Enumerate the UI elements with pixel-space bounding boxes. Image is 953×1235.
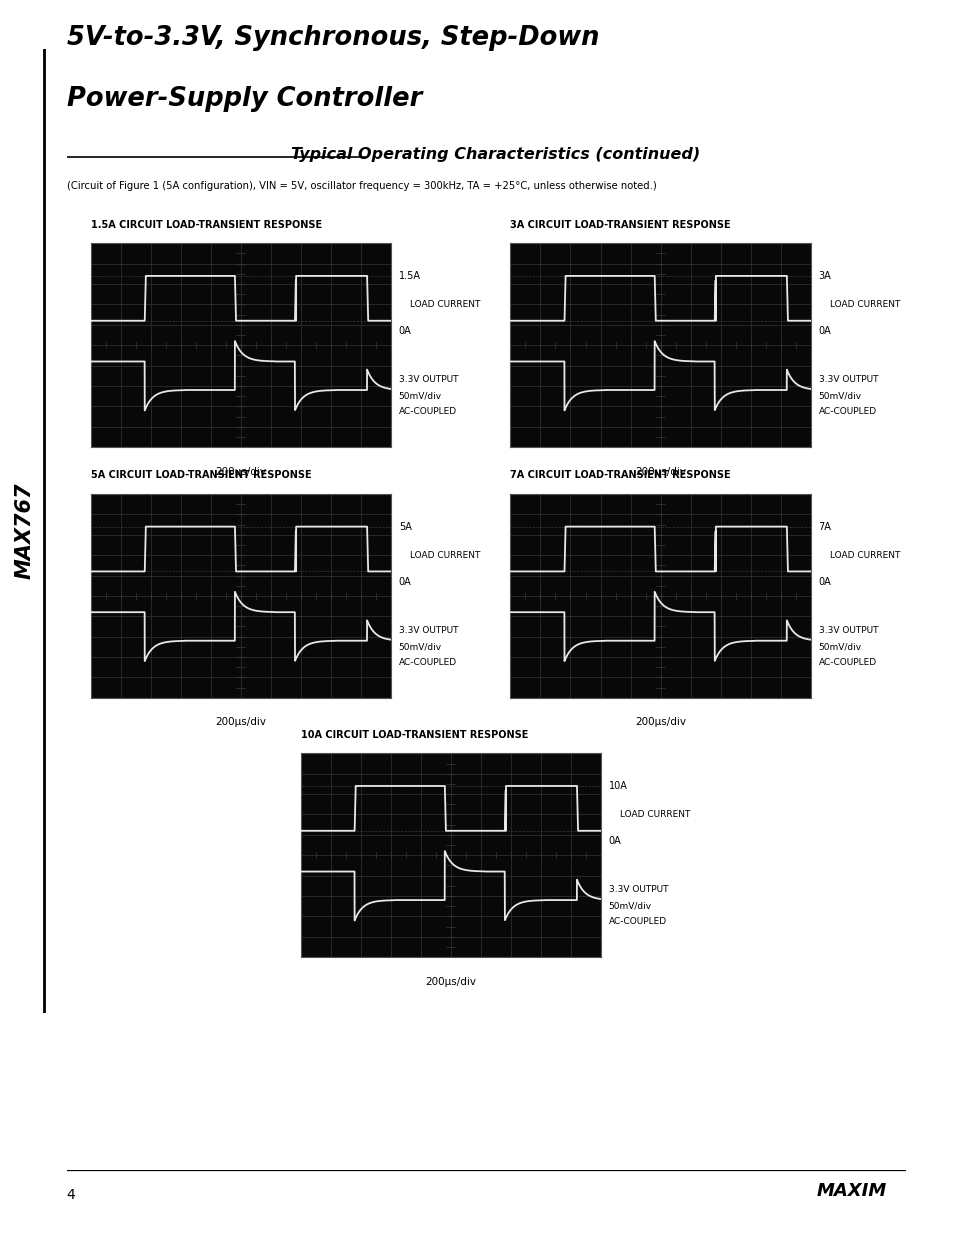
Text: 3.3V OUTPUT: 3.3V OUTPUT	[818, 626, 877, 635]
Text: LOAD CURRENT: LOAD CURRENT	[410, 551, 480, 559]
Text: AC-COUPLED: AC-COUPLED	[818, 408, 876, 416]
Text: 1.5A: 1.5A	[398, 270, 420, 280]
Text: 1.5A CIRCUIT LOAD-TRANSIENT RESPONSE: 1.5A CIRCUIT LOAD-TRANSIENT RESPONSE	[91, 220, 321, 230]
Text: 200μs/div: 200μs/div	[215, 467, 266, 477]
Text: LOAD CURRENT: LOAD CURRENT	[410, 300, 480, 309]
Text: 3.3V OUTPUT: 3.3V OUTPUT	[818, 375, 877, 384]
Text: 200μs/div: 200μs/div	[635, 718, 685, 727]
Text: AC-COUPLED: AC-COUPLED	[818, 658, 876, 667]
Text: 5A: 5A	[398, 521, 411, 531]
Text: 200μs/div: 200μs/div	[215, 718, 266, 727]
Text: 3A: 3A	[818, 270, 830, 280]
Text: 0A: 0A	[818, 577, 830, 587]
Text: 3A CIRCUIT LOAD-TRANSIENT RESPONSE: 3A CIRCUIT LOAD-TRANSIENT RESPONSE	[510, 220, 730, 230]
Text: LOAD CURRENT: LOAD CURRENT	[829, 551, 900, 559]
Text: 10A: 10A	[608, 781, 627, 790]
Text: MAXIM: MAXIM	[816, 1182, 886, 1200]
Text: 200μs/div: 200μs/div	[635, 467, 685, 477]
Text: (Circuit of Figure 1 (5A configuration), VIN = 5V, oscillator frequency = 300kHz: (Circuit of Figure 1 (5A configuration),…	[67, 182, 656, 191]
Text: 0A: 0A	[608, 836, 620, 846]
Text: AC-COUPLED: AC-COUPLED	[608, 918, 666, 926]
Text: 50mV/div: 50mV/div	[398, 391, 441, 400]
Text: LOAD CURRENT: LOAD CURRENT	[829, 300, 900, 309]
Text: 0A: 0A	[398, 577, 411, 587]
Text: MAX767: MAX767	[15, 483, 34, 579]
Text: 50mV/div: 50mV/div	[818, 642, 861, 651]
Text: 3.3V OUTPUT: 3.3V OUTPUT	[398, 626, 457, 635]
Text: 200μs/div: 200μs/div	[425, 977, 476, 987]
Text: 7A CIRCUIT LOAD-TRANSIENT RESPONSE: 7A CIRCUIT LOAD-TRANSIENT RESPONSE	[510, 471, 730, 480]
Text: 5A CIRCUIT LOAD-TRANSIENT RESPONSE: 5A CIRCUIT LOAD-TRANSIENT RESPONSE	[91, 471, 311, 480]
Text: 10A CIRCUIT LOAD-TRANSIENT RESPONSE: 10A CIRCUIT LOAD-TRANSIENT RESPONSE	[300, 730, 527, 740]
Text: 0A: 0A	[818, 326, 830, 336]
Text: 7A: 7A	[818, 521, 830, 531]
Text: 50mV/div: 50mV/div	[608, 902, 651, 910]
Text: Typical Operating Characteristics (continued): Typical Operating Characteristics (conti…	[292, 147, 700, 163]
Text: Power-Supply Controller: Power-Supply Controller	[67, 85, 422, 111]
Text: 5V-to-3.3V, Synchronous, Step-Down: 5V-to-3.3V, Synchronous, Step-Down	[67, 25, 598, 51]
Text: 50mV/div: 50mV/div	[398, 642, 441, 651]
Text: 50mV/div: 50mV/div	[818, 391, 861, 400]
Text: 4: 4	[67, 1188, 75, 1202]
Text: 3.3V OUTPUT: 3.3V OUTPUT	[608, 885, 667, 894]
Text: AC-COUPLED: AC-COUPLED	[398, 658, 456, 667]
Text: LOAD CURRENT: LOAD CURRENT	[619, 810, 690, 819]
Text: 0A: 0A	[398, 326, 411, 336]
Text: 3.3V OUTPUT: 3.3V OUTPUT	[398, 375, 457, 384]
Text: AC-COUPLED: AC-COUPLED	[398, 408, 456, 416]
